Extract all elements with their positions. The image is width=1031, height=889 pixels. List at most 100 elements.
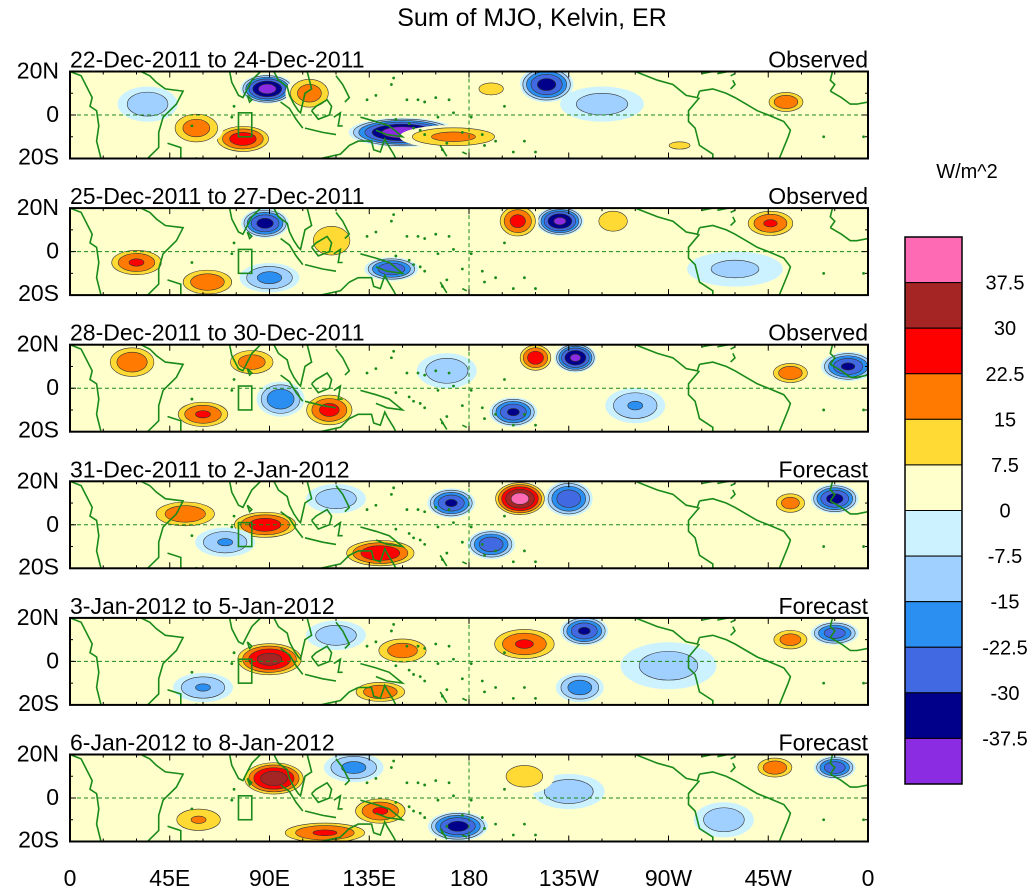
colorbar-swatch: [904, 418, 963, 466]
anomaly-blob-7: [399, 125, 508, 149]
anomaly-blob-7: [810, 484, 859, 514]
colorbar-level-label: 7.5: [991, 455, 1019, 477]
anomaly-blob-8: [810, 621, 859, 645]
panel-period: 25-Dec-2011 to 27-Dec-2011: [70, 183, 365, 209]
anomaly-blob-5: [169, 110, 224, 146]
anomaly-blob-9: [821, 351, 868, 382]
anomaly-blob-6: [427, 488, 476, 518]
anomaly-blob-10: [306, 620, 366, 650]
lat-tick-label: 20N: [17, 604, 59, 630]
anomaly-blob-4: [277, 821, 373, 842]
anomaly-blob-10: [195, 527, 256, 557]
panel-period: 6-Jan-2012 to 8-Jan-2012: [70, 730, 335, 756]
anomaly-blob-9: [173, 672, 233, 703]
panel-kind: Observed: [768, 47, 868, 73]
index-box: [237, 112, 253, 138]
anomaly-blob-3: [372, 635, 433, 666]
lat-tick-label: 0: [46, 238, 59, 264]
index-box: [237, 385, 253, 411]
lon-tick-label: 135E: [342, 865, 396, 889]
panel-period: 31-Dec-2011 to 2-Jan-2012: [70, 456, 350, 482]
lat-tick-label: 20N: [17, 467, 59, 493]
anomaly-blob-10: [239, 263, 300, 293]
anomaly-blob-6: [427, 811, 488, 841]
anomaly-blob-9: [117, 86, 178, 122]
anomaly-blob-1: [493, 481, 547, 517]
anomaly-blob-10: [560, 86, 644, 122]
lon-tick-label: 0: [64, 865, 77, 889]
anomaly-blob-7: [555, 672, 604, 703]
index-box: [237, 521, 253, 548]
lat-tick-label: 20N: [17, 331, 59, 357]
lat-tick-label: 20S: [18, 553, 59, 579]
colorbar-swatch: [904, 737, 963, 785]
panel-period: 28-Dec-2011 to 30-Dec-2011: [70, 320, 365, 346]
colorbar-swatch: [904, 646, 963, 694]
anomaly-blob-8: [467, 529, 516, 560]
lat-tick-label: 0: [46, 784, 59, 810]
lon-tick-label: 135W: [539, 865, 599, 889]
lon-tick-label: 45W: [745, 865, 793, 889]
colorbar-level-label: -37.5: [982, 728, 1028, 750]
coastlines: [70, 344, 868, 432]
colorbar-level-label: -7.5: [988, 546, 1022, 568]
anomaly-blob-5: [753, 755, 796, 780]
lat-tick-label: 20S: [18, 827, 59, 853]
colorbar-swatch: [904, 373, 963, 420]
lat-tick-label: 0: [46, 647, 59, 673]
colorbar-level-label: -15: [991, 592, 1020, 614]
anomaly-blob-11: [461, 74, 522, 104]
colorbar-level-label: 22.5: [986, 364, 1025, 386]
colorbar-swatch: [904, 601, 963, 648]
colorbar-swatch: [904, 692, 963, 739]
lat-tick-label: 0: [46, 511, 59, 537]
anomaly-field: [70, 344, 868, 432]
anomaly-blob-8: [769, 361, 812, 385]
lat-tick-label: 20S: [18, 690, 59, 716]
anomaly-blob-4: [212, 124, 273, 154]
anomaly-blob-7: [224, 347, 279, 377]
lon-tick-label: 180: [450, 865, 488, 889]
coastlines: [70, 617, 868, 705]
anomaly-blob-11: [620, 642, 717, 690]
anomaly-blob-9: [592, 208, 635, 236]
colorbar-level-label: 30: [994, 318, 1016, 340]
anomaly-blob-6: [285, 75, 334, 111]
anomaly-blob-3: [350, 796, 411, 826]
anomaly-blob-10: [256, 381, 305, 417]
lon-tick-label: 0: [862, 865, 875, 889]
colorbar: 37.5 30 22.5 15 7.5 0 -7.5 -15 -22.5 -30 -37.5: [904, 236, 1028, 785]
anomaly-blob-6: [106, 247, 167, 278]
colorbar-swatch: [904, 510, 963, 557]
panel-2: 20N 0 20S 25-Dec-2011 to 27-Dec-2011 Observe…: [17, 183, 869, 306]
longitude-axis: 0 45E 90E 135E 180 135W 90W 45W 0: [64, 865, 875, 889]
colorbar-swatch: [904, 282, 963, 329]
panel-6: 20N 0 20S 6-Jan-2012 to 8-Jan-2012 Forecast: [17, 730, 869, 853]
index-box: [237, 795, 253, 821]
panel-kind: Forecast: [779, 456, 869, 482]
coastlines: [70, 208, 868, 296]
anomaly-blob-2: [489, 397, 538, 427]
anomaly-blob-12: [637, 130, 722, 159]
colorbar-level-label: 15: [994, 409, 1016, 431]
colorbar-swatch: [904, 464, 963, 511]
panel-period: 3-Jan-2012 to 5-Jan-2012: [70, 593, 335, 619]
lat-tick-label: 0: [46, 374, 59, 400]
index-box: [237, 248, 253, 275]
anomaly-blob-11: [306, 484, 366, 514]
index-box: [237, 658, 253, 684]
panel-period: 22-Dec-2011 to 24-Dec-2011: [70, 47, 365, 73]
lon-tick-label: 90E: [249, 865, 290, 889]
anomaly-blob-4: [496, 208, 539, 239]
anomaly-blob-9: [772, 491, 809, 515]
panel-5: 20N 0 20S 3-Jan-2012 to 5-Jan-2012 Forecast: [17, 593, 869, 716]
anomaly-blob-6: [560, 617, 609, 646]
panel-1: 20N 0 20S 22-Dec-2011 to 24-Dec-2011 Observe…: [17, 47, 869, 170]
lat-tick-label: 20S: [18, 280, 59, 306]
lat-tick-label: 20N: [17, 194, 59, 220]
anomaly-blob-4: [302, 392, 357, 428]
panel-4: 20N 0 20S 31-Dec-2011 to 2-Jan-2012 Forecast: [17, 456, 869, 579]
lat-tick-label: 20S: [18, 144, 59, 170]
colorbar-swatch: [904, 555, 963, 603]
